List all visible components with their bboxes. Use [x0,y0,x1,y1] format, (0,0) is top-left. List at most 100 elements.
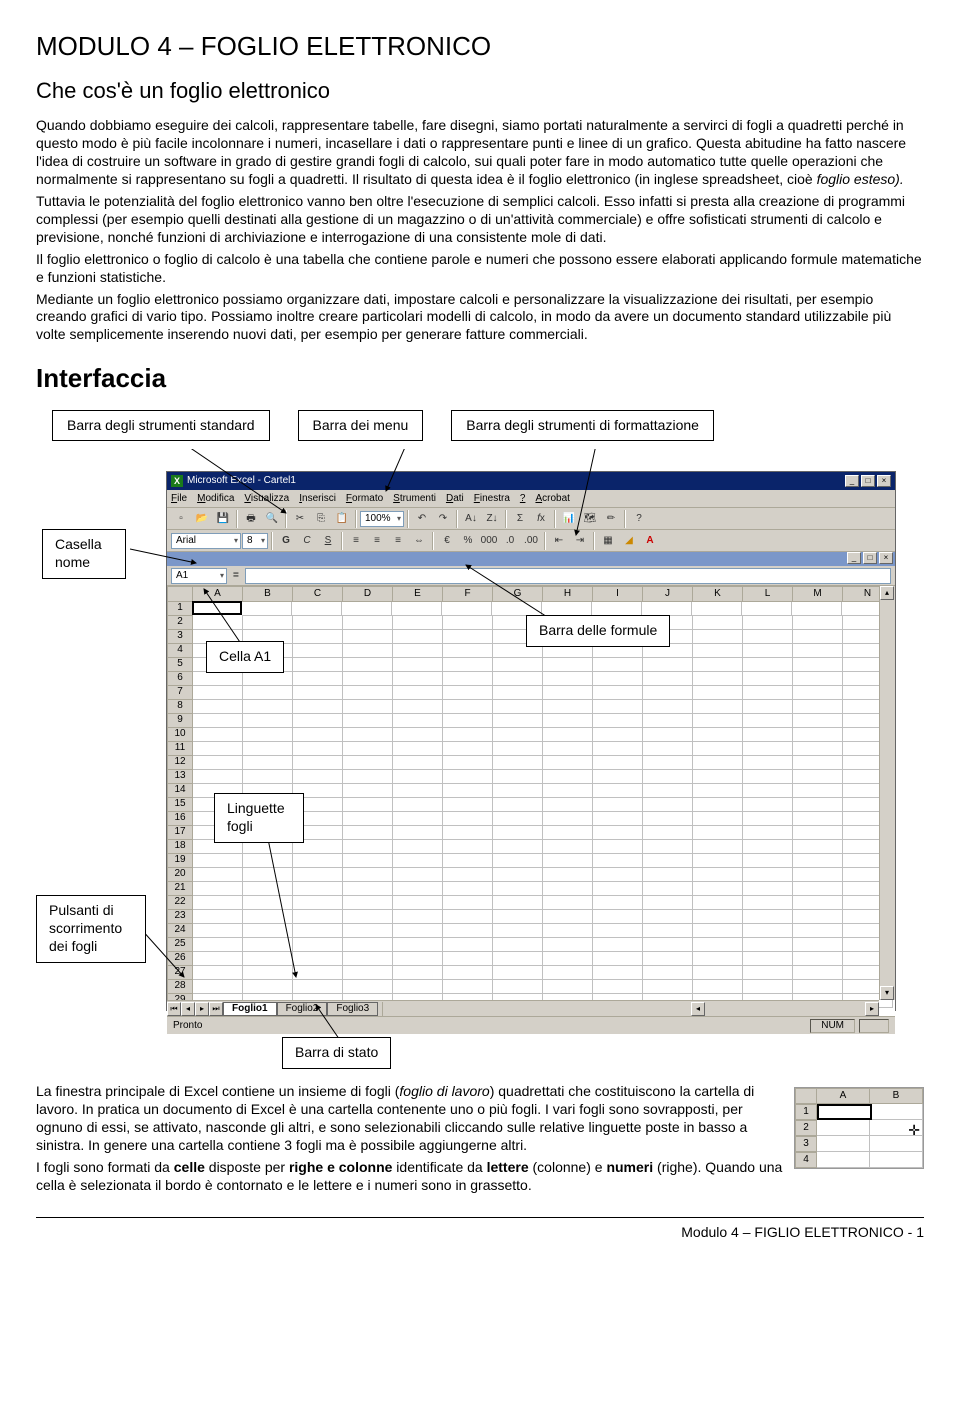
cell[interactable] [193,616,243,630]
indent-dec-icon[interactable]: ⇤ [549,532,569,550]
scroll-left-button[interactable]: ◂ [691,1002,705,1016]
cell[interactable] [293,882,343,896]
cell[interactable] [693,686,743,700]
cell[interactable] [343,700,393,714]
cell[interactable] [493,770,543,784]
cell[interactable] [743,826,793,840]
first-sheet-button[interactable]: ⏮ [167,1002,181,1016]
cell[interactable] [293,854,343,868]
row-header[interactable]: 25 [167,938,193,952]
cell[interactable] [193,882,243,896]
align-right-icon[interactable]: ≡ [388,532,408,550]
maximize-button[interactable]: □ [861,475,875,487]
cell[interactable] [443,630,493,644]
row-header[interactable]: 18 [167,840,193,854]
cell[interactable] [793,630,843,644]
row-header[interactable]: 24 [167,924,193,938]
column-header[interactable]: K [693,586,743,602]
cell[interactable] [743,784,793,798]
cell[interactable] [793,826,843,840]
cell[interactable] [643,952,693,966]
cell[interactable] [793,728,843,742]
cell[interactable] [643,980,693,994]
column-header[interactable]: B [243,586,293,602]
cell[interactable] [443,686,493,700]
cell[interactable] [793,770,843,784]
cell[interactable] [443,742,493,756]
cell[interactable] [193,714,243,728]
cell[interactable] [743,686,793,700]
cell[interactable] [293,658,343,672]
cell[interactable] [443,616,493,630]
cell[interactable] [693,784,743,798]
cell[interactable] [343,966,393,980]
cell[interactable] [343,630,393,644]
row-header[interactable]: 10 [167,728,193,742]
cell[interactable] [793,644,843,658]
cell[interactable] [343,798,393,812]
percent-icon[interactable]: % [458,532,478,550]
cell[interactable] [193,756,243,770]
cell[interactable] [793,812,843,826]
cell[interactable] [393,756,443,770]
redo-icon[interactable]: ↷ [433,510,453,528]
cell[interactable] [543,910,593,924]
cell[interactable] [293,700,343,714]
menu-item[interactable]: Dati [446,493,464,506]
sheet-tab[interactable]: Foglio3 [327,1002,378,1016]
cell[interactable] [793,756,843,770]
cell[interactable] [693,672,743,686]
column-header[interactable]: M [793,586,843,602]
cell[interactable] [343,882,393,896]
cell[interactable] [643,896,693,910]
cell[interactable] [793,896,843,910]
cell[interactable] [393,924,443,938]
cell[interactable] [743,742,793,756]
cell[interactable] [293,770,343,784]
map-icon[interactable]: 🗺 [580,510,600,528]
cell[interactable] [393,812,443,826]
sum-icon[interactable]: Σ [510,510,530,528]
currency-icon[interactable]: € [437,532,457,550]
doc-minimize-button[interactable]: _ [847,552,861,564]
cell[interactable] [643,854,693,868]
cell[interactable] [643,700,693,714]
cell[interactable] [343,854,393,868]
cell[interactable] [493,686,543,700]
save-icon[interactable]: 💾 [213,510,233,528]
cell[interactable] [593,910,643,924]
cell[interactable] [793,742,843,756]
cell[interactable] [593,728,643,742]
cell[interactable] [543,798,593,812]
cell[interactable] [443,952,493,966]
cell[interactable] [393,966,443,980]
cell[interactable] [443,966,493,980]
cell[interactable] [743,672,793,686]
cell[interactable] [343,952,393,966]
cell[interactable] [543,658,593,672]
cell[interactable] [693,938,743,952]
cell[interactable] [793,910,843,924]
zoom-select[interactable]: 100% [360,511,404,527]
cell[interactable] [243,966,293,980]
sort-asc-icon[interactable]: A↓ [461,510,481,528]
cell[interactable] [293,868,343,882]
cell[interactable] [643,924,693,938]
cell[interactable] [592,602,642,616]
cell[interactable] [243,728,293,742]
cell[interactable] [243,756,293,770]
cell[interactable] [493,882,543,896]
cell[interactable] [243,938,293,952]
cell[interactable] [643,840,693,854]
cell[interactable] [743,728,793,742]
open-icon[interactable]: 📂 [192,510,212,528]
cell[interactable] [443,980,493,994]
row-header[interactable]: 19 [167,854,193,868]
cell[interactable] [543,896,593,910]
menu-item[interactable]: Formato [346,493,383,506]
row-header[interactable]: 14 [167,784,193,798]
formula-bar[interactable] [245,568,891,584]
align-center-icon[interactable]: ≡ [367,532,387,550]
cell[interactable] [743,756,793,770]
cell[interactable] [593,938,643,952]
